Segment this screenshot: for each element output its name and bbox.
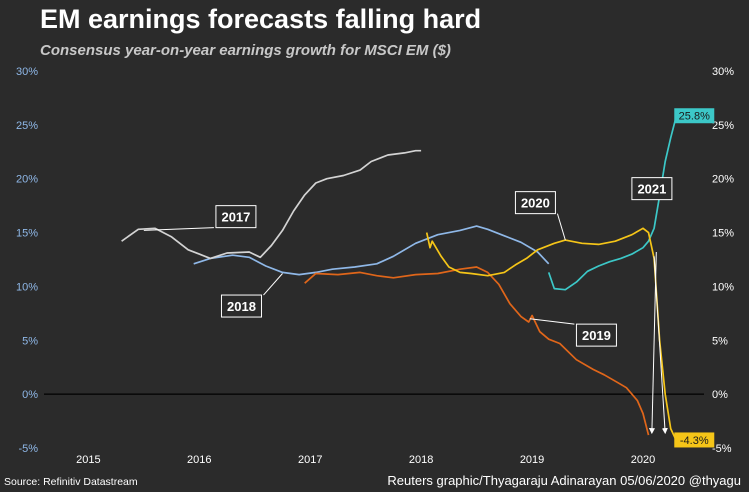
y-tick-right: 0%	[712, 389, 728, 401]
y-tick-left: 25%	[16, 120, 38, 132]
x-tick-label: 2019	[520, 454, 544, 466]
x-tick-label: 2017	[298, 454, 322, 466]
y-tick-left: 5%	[22, 335, 38, 347]
series-line-2017	[121, 149, 422, 260]
x-tick-label: 2016	[187, 454, 211, 466]
y-tick-left: 20%	[16, 174, 38, 186]
y-tick-left: 30%	[16, 66, 38, 78]
credit-note: Reuters graphic/Thyagaraju Adinarayan 05…	[387, 473, 741, 488]
y-tick-right: 20%	[712, 174, 734, 186]
y-tick-left: 0%	[22, 389, 38, 401]
y-tick-right: 30%	[712, 66, 734, 78]
x-tick-label: 2018	[409, 454, 433, 466]
y-tick-left: 10%	[16, 281, 38, 293]
y-tick-right: 15%	[712, 228, 734, 240]
callout-label-2020: 2020	[521, 196, 550, 211]
arrow-2019-end	[648, 251, 657, 435]
x-tick-label: 2015	[76, 454, 100, 466]
end-badge-2020	[674, 432, 715, 448]
callout-leader-2019	[529, 318, 575, 325]
callout-label-2019: 2019	[582, 328, 611, 343]
x-tick-label: 2020	[631, 454, 655, 466]
chart-title: EM earnings forecasts falling hard	[40, 4, 482, 34]
callout-leader-2017	[143, 227, 214, 231]
y-tick-right: -5%	[712, 443, 732, 455]
callout-leader-2018	[263, 273, 283, 296]
callout-box-2017	[215, 205, 257, 229]
source-note: Source: Refinitiv Datastream	[4, 476, 138, 488]
end-value-2020: -4.3%	[680, 435, 709, 447]
series-line-2019	[304, 266, 650, 436]
callout-label-2017: 2017	[221, 210, 250, 225]
callout-leader-2020	[556, 213, 566, 241]
callout-box-2021	[631, 177, 673, 201]
callout-label-2018: 2018	[227, 299, 256, 314]
chart-subtitle: Consensus year-on-year earnings growth f…	[40, 42, 451, 59]
callout-label-2021: 2021	[637, 182, 666, 197]
callout-box-2018	[220, 294, 262, 318]
series-line-2020	[425, 227, 678, 441]
end-badge-2021	[674, 108, 715, 124]
y-tick-left: -5%	[18, 443, 38, 455]
series-line-2021	[547, 115, 678, 291]
callout-box-2020	[514, 191, 556, 215]
y-tick-right: 10%	[712, 281, 734, 293]
callout-box-2019	[575, 323, 617, 347]
y-tick-right: 25%	[712, 120, 734, 132]
y-tick-right: 5%	[712, 335, 728, 347]
y-tick-left: 15%	[16, 228, 38, 240]
end-value-2021: 25.8%	[679, 111, 710, 123]
series-line-2018	[193, 225, 550, 276]
